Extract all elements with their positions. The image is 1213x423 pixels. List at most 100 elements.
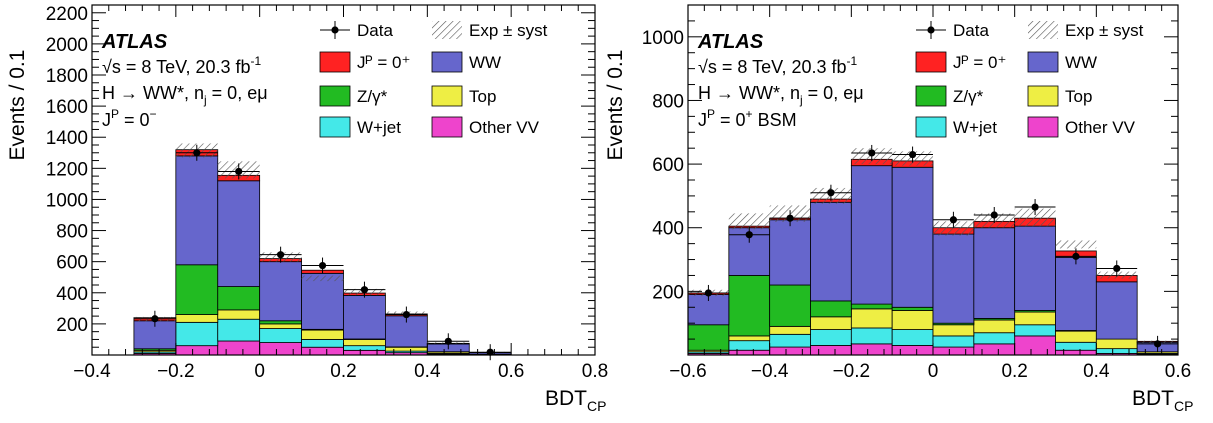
legend-item-top: Top — [1028, 86, 1092, 106]
bar-top-4 — [851, 309, 892, 328]
bar-z--0 — [688, 325, 729, 350]
y-tick-label: 800 — [56, 222, 88, 243]
legend-swatch — [1028, 117, 1058, 137]
bar-other-vv-1 — [176, 346, 218, 355]
legend-label: Other VV — [1065, 118, 1136, 137]
legend-label: Other VV — [469, 118, 540, 137]
bar-top-10 — [1096, 339, 1137, 349]
legend-hatch-swatch — [1028, 21, 1058, 39]
bar-w-jet-1 — [176, 322, 218, 345]
energy-lumi-label: √s = 8 TeV, 20.3 fb-1 — [102, 54, 261, 77]
data-point-2 — [786, 215, 793, 222]
bar-top-3 — [811, 317, 852, 330]
y-tick-label: 800 — [652, 91, 684, 112]
bar-z--2 — [770, 285, 811, 326]
data-point-7 — [991, 211, 998, 218]
bar-ww-8 — [1015, 226, 1056, 310]
legend-swatch — [432, 117, 462, 137]
hypothesis-label-part: P — [111, 107, 119, 121]
legend-item-z-: Z/γ* — [916, 86, 984, 106]
legend-label: Data — [357, 21, 393, 40]
energy-lumi-label-part: -1 — [251, 54, 262, 68]
x-tick-label: −0.4 — [73, 361, 111, 382]
legend-item-ww: WW — [1028, 52, 1097, 72]
x-tick-label: 0.6 — [1165, 361, 1191, 382]
bar-top-5 — [892, 310, 933, 329]
atlas-label-part: ATLAS — [697, 31, 764, 53]
bar-ww-9 — [1056, 257, 1097, 330]
bar-z--3 — [811, 301, 852, 317]
y-tick-label: 1800 — [46, 66, 88, 87]
y-tick-label: 2200 — [46, 4, 88, 25]
data-point-5 — [361, 286, 368, 293]
legend-label: Top — [469, 87, 496, 106]
bar-top-3 — [260, 324, 302, 329]
x-axis-label-part: CP — [587, 398, 606, 414]
bar-other-vv-2 — [770, 347, 811, 355]
data-point-6 — [403, 311, 410, 318]
bar-z--4 — [851, 304, 892, 309]
hypothesis-label-part: BSM — [753, 110, 797, 130]
bar-ww-2 — [770, 220, 811, 285]
legend-data-marker — [331, 26, 338, 33]
energy-lumi-label: √s = 8 TeV, 20.3 fb-1 — [698, 54, 857, 77]
atlas-label: ATLAS — [697, 31, 764, 53]
legend-swatch — [1028, 86, 1058, 106]
legend-label: WW — [469, 53, 501, 72]
hypothesis-label-part: P — [707, 107, 715, 121]
bar-ww-3 — [260, 262, 302, 321]
x-tick-label: 0.2 — [1001, 361, 1027, 382]
bar-z--5 — [892, 307, 933, 310]
y-tick-label: 2000 — [46, 35, 88, 56]
y-tick-label: 1400 — [46, 128, 88, 149]
y-tick-label: 600 — [56, 253, 88, 274]
bar-other-vv-8 — [1015, 336, 1056, 355]
legend-item-w-jet: W+jet — [916, 117, 997, 137]
legend-swatch — [916, 86, 946, 106]
x-tick-label: −0.2 — [833, 361, 871, 382]
bar-w-jet-2 — [218, 319, 260, 341]
data-point-0 — [705, 289, 712, 296]
hypothesis-label-part: J — [102, 110, 111, 130]
bar-ww-10 — [1096, 282, 1137, 339]
bar-top-1 — [176, 315, 218, 323]
data-point-10 — [1113, 265, 1120, 272]
legend-label: Jᴾ = 0⁺ — [357, 53, 410, 72]
bar-ww-5 — [892, 167, 933, 307]
bar-w-jet-5 — [344, 346, 386, 351]
x-tick-label: 0.4 — [414, 361, 441, 382]
y-tick-label: 600 — [652, 155, 684, 176]
hypothesis-label: JP = 0− — [102, 107, 157, 130]
legend-item-ww: WW — [432, 52, 501, 72]
legend-label: Data — [953, 21, 989, 40]
legend-label: W+jet — [357, 118, 401, 137]
legend-swatch — [432, 86, 462, 106]
hypothesis-label-part: + — [746, 107, 753, 121]
process-label-part: H → WW*, n — [102, 83, 204, 103]
bar-other-vv-4 — [851, 344, 892, 355]
bar-top-9 — [1056, 331, 1097, 342]
process-label: H → WW*, nj = 0, eμ — [102, 83, 268, 107]
hypothesis-label-part: J — [698, 110, 707, 130]
data-point-11 — [1154, 340, 1161, 347]
legend-label: Top — [1065, 87, 1092, 106]
bar-other-vv-3 — [260, 343, 302, 355]
legend-item-j-0-: Jᴾ = 0⁺ — [320, 52, 410, 72]
legend-item-z-: Z/γ* — [320, 86, 388, 106]
bar-w-jet-6 — [933, 336, 974, 347]
bar-ww-6 — [933, 234, 974, 323]
bar-top-2 — [218, 310, 260, 319]
bar-other-vv-5 — [344, 350, 386, 355]
y-tick-label: 400 — [56, 284, 88, 305]
legend-item-other-vv: Other VV — [1028, 117, 1136, 137]
legend-swatch — [320, 86, 350, 106]
legend-item-other-vv: Other VV — [432, 117, 540, 137]
legend-item-top: Top — [432, 86, 496, 106]
y-tick-label: 1000 — [46, 190, 88, 211]
x-tick-label: 0 — [928, 361, 939, 382]
bar-z--2 — [218, 287, 260, 310]
x-axis-label-part: BDT — [1132, 387, 1174, 410]
bar-w-jet-7 — [974, 333, 1015, 344]
